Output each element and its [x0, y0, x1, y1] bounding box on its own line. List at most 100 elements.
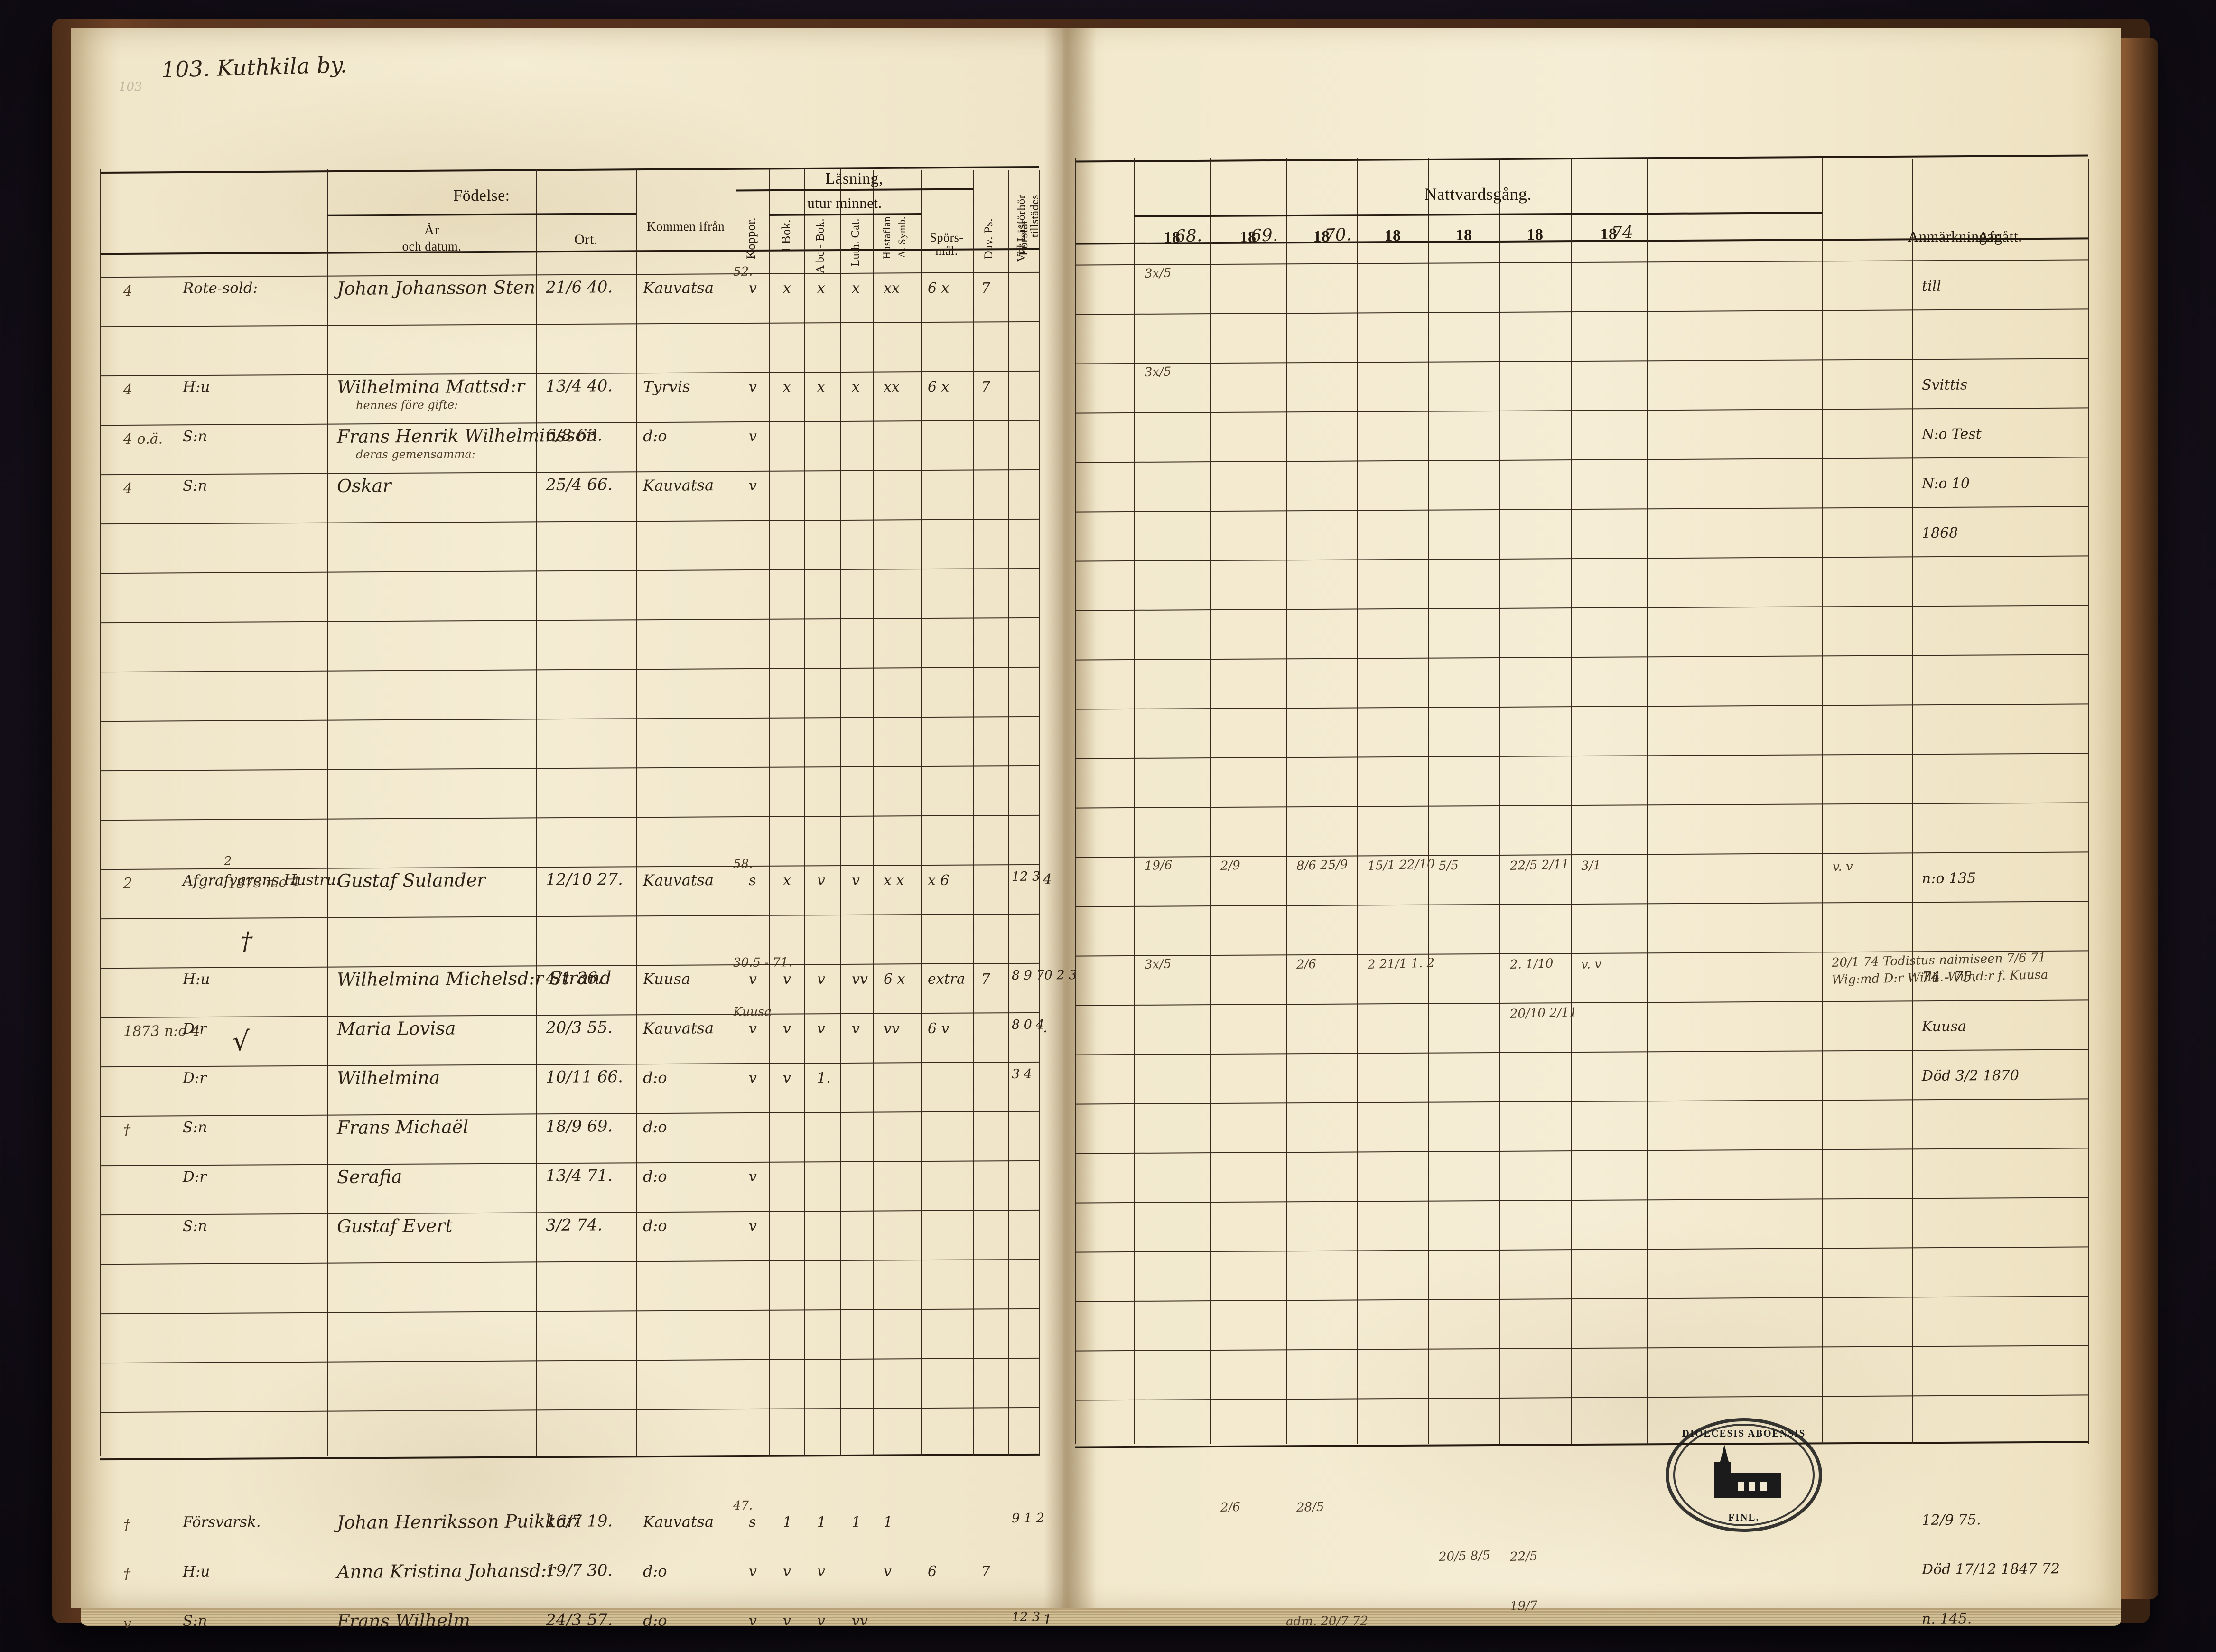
cell-forstar: 8 9 70 2 3	[1011, 968, 1077, 983]
cell-communion-date: 2/9	[1220, 858, 1241, 873]
bound-register-book: Födelse: Läsning, utur minnet. År och datum.…	[52, 19, 2158, 1641]
cell-birth-date: 18/9 69.	[545, 1117, 613, 1136]
cell-abc-bok: x	[817, 378, 826, 395]
cell-communion-date: 22/5 2/11	[1509, 857, 1570, 873]
table-column-rule	[1134, 158, 1135, 1444]
cell-koppor: v	[748, 378, 757, 395]
table-column-rule	[2088, 158, 2089, 1444]
cell-afgatt: Död 17/12 1847 72	[1921, 1560, 2060, 1578]
row-person-name: Frans Wilhelm	[336, 1610, 471, 1632]
cell-birth-place: d:o	[642, 1216, 667, 1235]
cell-communion-date: 8/6 25/9	[1296, 857, 1348, 873]
column-header-year-printed: 18	[1239, 228, 1257, 246]
cell-i-bok: x	[782, 378, 791, 395]
column-header-dav-ps: Dav. Ps.	[982, 218, 995, 260]
table-column-rule	[921, 169, 922, 1456]
row-marginal-mark: 4	[123, 282, 133, 299]
cell-communion-date: 19/7	[1509, 1598, 1538, 1614]
table-column-rule	[327, 169, 328, 1456]
table-column-rule	[1912, 158, 1913, 1444]
column-header-year-written: 70.	[1324, 224, 1352, 245]
row-title-prefix: S:n	[182, 1119, 207, 1136]
cell-koppor: v	[748, 1217, 757, 1234]
row-title-prefix: D:r	[182, 1069, 207, 1087]
cell-abc-bok: v	[817, 1612, 826, 1629]
row-title-prefix: S:n	[182, 428, 207, 445]
row-title-prefix: S:n	[182, 1612, 207, 1630]
cell-abc-bok: x	[817, 280, 826, 297]
cell-forstar: 12 3	[1011, 1609, 1041, 1624]
cell-birth-date: 20/3 55.	[545, 1018, 613, 1037]
row-title-prefix: S:n	[182, 477, 207, 495]
cell-birth-date: 6/8 63.	[545, 426, 603, 445]
cell-communion-date: v. v	[1581, 957, 1602, 972]
pencil-folio-number: 103	[119, 80, 142, 94]
cell-birth-place: d:o	[642, 1068, 667, 1087]
cell-abc-bok: v	[817, 1563, 826, 1580]
cell-hustaflan: v	[883, 1563, 892, 1580]
cell-koppor: v	[748, 971, 757, 988]
cell-birth-date: 24/3 57.	[545, 1610, 613, 1630]
cell-anmarkning-line: v. v	[1832, 859, 1853, 874]
cell-birth-place: Kauvatsa	[642, 871, 714, 889]
table-column-rule	[536, 169, 537, 1456]
row-title-prefix: D:r	[182, 1168, 207, 1185]
row-subtitle-note: deras gemensamma:	[355, 447, 475, 461]
table-column-rule	[636, 169, 637, 1456]
open-spread: Födelse: Läsning, utur minnet. År och datum.…	[71, 28, 2121, 1641]
table-column-rule	[1210, 158, 1211, 1444]
cell-koppor: v	[748, 1168, 757, 1185]
column-header-kommen-ifran: Kommen ifrån	[646, 219, 725, 233]
cell-afgatt: 12/9 75.	[1921, 1512, 1981, 1529]
cell-i-bok: v	[782, 1563, 791, 1580]
row-title-prefix: H:u	[182, 971, 210, 988]
cell-afgatt: Död 3/2 1870	[1921, 1067, 2020, 1084]
row-person-name: Gustaf Evert	[336, 1215, 453, 1237]
cell-sporsmal: 6 x	[927, 378, 950, 395]
cell-koppor: v	[748, 1069, 757, 1086]
cell-forstar: 3 4	[1011, 1066, 1033, 1082]
column-header-year-printed: 18	[1164, 229, 1181, 246]
column-header-year-written: 69.	[1250, 225, 1278, 246]
cell-abc-bok: v	[817, 1020, 826, 1037]
cell-birth-place: Tyrvis	[642, 377, 690, 396]
column-header-ar: År	[424, 222, 440, 238]
row-subtitle-note: hennes före gifte:	[355, 398, 458, 412]
cell-birth-place: Kauvatsa	[642, 1512, 714, 1531]
column-header-abc-bok: A bc - Bok.	[814, 218, 827, 274]
row-title-prefix: H:u	[182, 1563, 210, 1580]
cell-sporsmal: x 6	[927, 872, 950, 889]
table-column-rule	[973, 170, 974, 1456]
cell-abc-bok: 1	[817, 1513, 827, 1531]
cell-vid-lasforhor: 1	[1043, 1611, 1052, 1628]
cell-birth-date: 19/7 30.	[545, 1561, 613, 1580]
column-header-vid-lasforhor: Vid Läsförhör	[1015, 195, 1028, 262]
column-header-afgatt: Afgått.	[1978, 228, 2022, 245]
table-column-rule	[840, 169, 841, 1456]
column-header-year-printed: 18	[1313, 227, 1330, 245]
column-header-tillstades: tillstädes	[1029, 195, 1041, 238]
table-column-rule	[1428, 158, 1429, 1444]
cell-communion-date: 2 21/1 1. 2	[1367, 956, 1435, 972]
cell-forstar: 12 3	[1011, 869, 1041, 884]
cell-kommen-ifran: 47.	[733, 1498, 753, 1513]
cell-communion-date: 2/6	[1296, 957, 1317, 972]
cell-communion-date: 3x/5	[1144, 364, 1172, 380]
row-marginal-mark: 4 o.ä.	[123, 430, 163, 448]
cell-birth-date: 13/4 71.	[545, 1166, 613, 1185]
cell-afgatt: till	[1921, 278, 1941, 295]
cell-i-bok: 1	[782, 1513, 792, 1531]
margin-check-icon: √	[233, 1026, 250, 1057]
table-column-rule	[1075, 158, 1076, 1444]
row-marginal-mark: 4	[123, 480, 133, 497]
cell-dav-ps: 7	[981, 280, 991, 297]
cell-birth-date: 16/7 19.	[545, 1512, 613, 1531]
cell-birth-date: 13/4 40.	[545, 376, 613, 396]
cell-dav-ps: 7	[981, 378, 991, 395]
cell-afgatt: n. 145.	[1921, 1610, 1972, 1627]
row-person-name: Oskar	[336, 475, 391, 496]
cell-luth-cat: v	[851, 1020, 860, 1037]
column-header-ar-sub: och datum.	[402, 239, 462, 253]
cell-afgatt: N:o 10	[1921, 475, 1970, 492]
